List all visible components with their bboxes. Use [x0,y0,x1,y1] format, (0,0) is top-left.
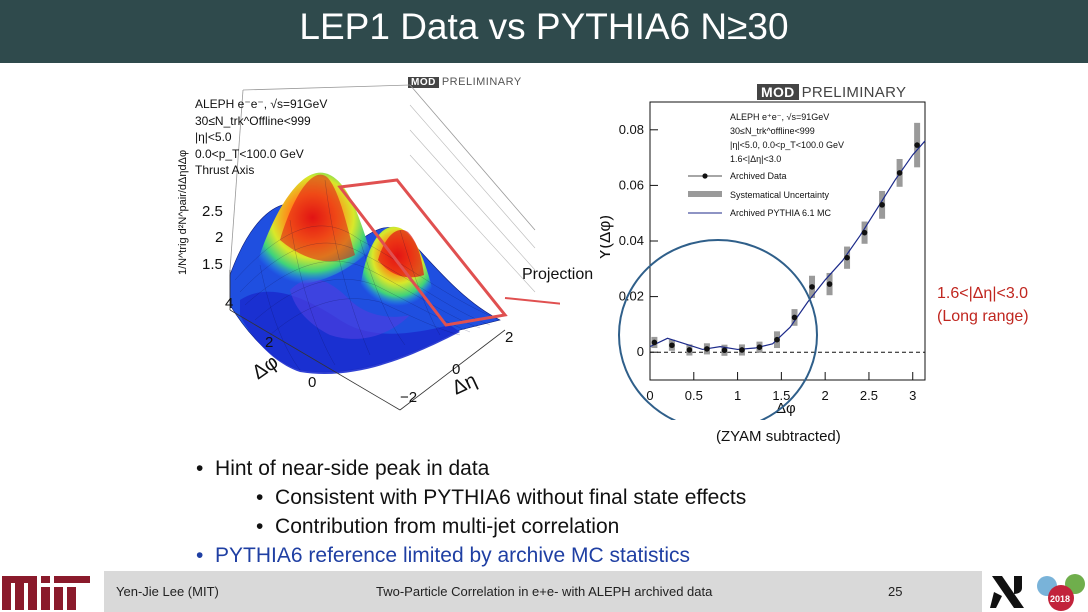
data-point [844,254,850,261]
bullet-text: Consistent with PYTHIA6 without final st… [275,486,747,509]
y-axis-label: Y(Δφ) [600,215,614,260]
data-point [861,229,868,236]
info-line: 30≤N_trk^Offline<999 [195,113,311,128]
data-point [914,142,920,148]
bullet-item: • PYTHIA6 reference limited by archive M… [196,544,691,567]
phi-tick-label: 4 [225,295,233,312]
phi-tick-label: 0 [308,374,316,391]
x-tick-label: 2 [822,388,829,403]
data-point [721,347,728,354]
slide-title: LEP1 Data vs PYTHIA6 N≥30 [299,6,789,47]
data-point [809,284,815,290]
mod-logo-left: MOD PRELIMINARY [408,76,522,88]
mod-logo-mark: MOD [757,84,799,100]
mod-logo-right: MOD PRELIMINARY [757,84,906,101]
mit-logo [2,576,90,610]
x-axis-label: Δφ [776,400,796,417]
z-axis-label: 1/N^trig d²N^pair/dΔηdΔφ [177,150,189,275]
footer-bar [104,571,982,612]
sub-bullet-item: • Consistent with PYTHIA6 without final … [256,486,747,509]
footer-author: Yen-Jie Lee (MIT) [116,584,219,599]
legend-data-marker [702,173,708,179]
data-point [686,347,693,353]
mod-logo-mark: MOD [408,77,439,88]
data-point [826,281,833,287]
legend-item: Archived Data [730,171,787,181]
x-tick-label: 0.5 [685,388,703,403]
data-point [896,170,903,176]
page-number: 25 [888,584,903,599]
data-point [879,202,885,208]
data-point [791,314,798,321]
y-tick-label: 0.08 [619,122,644,137]
preliminary-label: PRELIMINARY [441,76,522,88]
y-tick-label: 0 [637,344,644,359]
surface-plot: 2.5 2 1.5 1/N^trig d²N^pair/dΔηdΔφ 4 2 0… [177,84,560,411]
title-bar [0,0,1088,63]
y-tick-label: 0.06 [619,177,644,192]
badge-year: 2018 [1050,594,1070,604]
info-line: ALEPH e⁻e⁻, √s=91GeV [195,97,328,111]
x-tick-label: 2.5 [860,388,878,403]
legend-syst-marker [688,191,722,197]
range-line-2: (Long range) [937,308,1029,325]
x-tick-label: 0 [646,388,653,403]
projection-label: Projection [522,266,594,283]
data-point [739,347,745,353]
data-point [669,342,675,349]
aleph-logo [990,576,1024,608]
bullet-text: Contribution from multi-jet correlation [275,515,620,538]
preliminary-label: PRELIMINARY [801,84,907,101]
near-side-highlight [618,239,818,420]
footer-talk-title: Two-Particle Correlation in e+e- with AL… [376,584,713,599]
info-line: 0.0<p_T<100.0 GeV [195,146,304,161]
info-line: Thrust Axis [195,163,255,177]
z-tick-label: 2.5 [202,203,223,220]
conference-badge: 2018 [1037,574,1085,611]
x-tick-label: 1.5 [772,388,790,403]
info-line: |η|<5.0 [195,130,232,144]
z-tick-label: 1.5 [202,256,223,273]
data-point [774,336,780,343]
phi-tick-label: 2 [265,334,273,351]
data-point [756,344,763,350]
z-tick-label: 2 [215,229,223,246]
x-tick-label: 1 [734,388,741,403]
x-tick-label: 3 [909,388,916,403]
left-plot-info: ALEPH e⁻e⁻, √s=91GeV 30≤N_trk^Offline<99… [195,96,327,179]
eta-tick-label: 2 [505,329,513,346]
bullet-text: PYTHIA6 reference limited by archive MC … [215,544,691,567]
bullet-item: • Hint of near-side peak in data [196,457,490,480]
legend-item: Systematical Uncertainty [730,190,830,200]
bullet-text: Hint of near-side peak in data [215,457,490,480]
projection-plot: 0 0.5 1 1.5 2 2.5 300.020.040.060.08 Y(Δφ) Δφ … [600,101,926,420]
sub-bullet-item: • Contribution from multi-jet correlatio… [256,515,620,538]
y-tick-label: 0.04 [619,233,644,248]
zyam-label: (ZYAM subtracted) [716,428,841,445]
bullet-list: • Hint of near-side peak in data • Consi… [196,454,746,570]
data-point [651,339,658,346]
eta-tick-label: −2 [400,389,417,406]
info-line: 30≤N_trk^offline<999 [730,126,815,136]
info-line: |η|<5.0, 0.0<p_T<100.0 GeV [730,140,844,150]
eta-tick-label: 0 [452,361,460,378]
info-line: ALEPH e⁺e⁻, √s=91GeV [730,112,829,122]
range-label: 1.6<|Δη|<3.0 (Long range) [937,282,1029,328]
legend-item: Archived PYTHIA 6.1 MC [730,208,832,218]
data-point [704,346,710,352]
mc-curve [649,140,926,351]
range-line-1: 1.6<|Δη|<3.0 [937,285,1029,302]
info-line: 1.6<|Δη|<3.0 [730,154,781,164]
